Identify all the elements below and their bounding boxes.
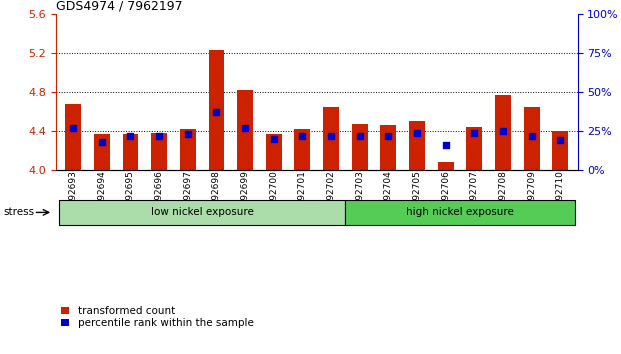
- Bar: [438, 162, 453, 170]
- Point: [97, 139, 107, 145]
- Bar: [495, 95, 511, 170]
- Bar: [122, 134, 138, 170]
- Point: [555, 137, 565, 143]
- Point: [498, 128, 508, 134]
- Legend: transformed count, percentile rank within the sample: transformed count, percentile rank withi…: [61, 306, 253, 328]
- Text: GSM992698: GSM992698: [212, 170, 221, 225]
- Text: low nickel exposure: low nickel exposure: [151, 207, 253, 217]
- Point: [297, 133, 307, 138]
- Text: GSM992699: GSM992699: [240, 170, 250, 225]
- Text: GSM992694: GSM992694: [97, 170, 106, 225]
- Point: [527, 133, 537, 138]
- Bar: [553, 131, 568, 170]
- Text: GSM992701: GSM992701: [298, 170, 307, 225]
- Bar: [466, 127, 483, 170]
- Bar: [180, 129, 196, 170]
- Text: GSM992710: GSM992710: [556, 170, 565, 225]
- Bar: [381, 125, 396, 170]
- Text: GSM992709: GSM992709: [527, 170, 536, 225]
- Point: [68, 125, 78, 131]
- Text: GSM992696: GSM992696: [155, 170, 163, 225]
- Bar: [209, 50, 224, 170]
- Text: GSM992708: GSM992708: [499, 170, 507, 225]
- Point: [269, 136, 279, 142]
- Bar: [151, 133, 167, 170]
- Text: GSM992695: GSM992695: [126, 170, 135, 225]
- Point: [383, 133, 393, 138]
- Bar: [266, 134, 281, 170]
- Bar: [59, 200, 345, 225]
- Point: [326, 133, 336, 138]
- Bar: [345, 200, 574, 225]
- Point: [412, 130, 422, 135]
- Bar: [65, 104, 81, 170]
- Text: GSM992693: GSM992693: [68, 170, 78, 225]
- Text: GSM992700: GSM992700: [270, 170, 278, 225]
- Text: GSM992707: GSM992707: [470, 170, 479, 225]
- Text: GSM992703: GSM992703: [355, 170, 364, 225]
- Text: high nickel exposure: high nickel exposure: [406, 207, 514, 217]
- Point: [183, 131, 193, 137]
- Bar: [352, 124, 368, 170]
- Text: GSM992702: GSM992702: [327, 170, 335, 225]
- Bar: [237, 90, 253, 170]
- Bar: [409, 121, 425, 170]
- Text: GDS4974 / 7962197: GDS4974 / 7962197: [56, 0, 183, 13]
- Bar: [94, 134, 110, 170]
- Point: [154, 133, 164, 138]
- Point: [355, 133, 365, 138]
- Point: [125, 133, 135, 138]
- Bar: [323, 107, 339, 170]
- Text: GSM992706: GSM992706: [441, 170, 450, 225]
- Text: stress: stress: [3, 207, 34, 217]
- Point: [211, 109, 221, 115]
- Text: GSM992704: GSM992704: [384, 170, 393, 225]
- Point: [469, 130, 479, 135]
- Point: [441, 142, 451, 148]
- Text: GSM992697: GSM992697: [183, 170, 193, 225]
- Text: GSM992705: GSM992705: [412, 170, 422, 225]
- Bar: [524, 107, 540, 170]
- Bar: [294, 129, 310, 170]
- Point: [240, 125, 250, 131]
